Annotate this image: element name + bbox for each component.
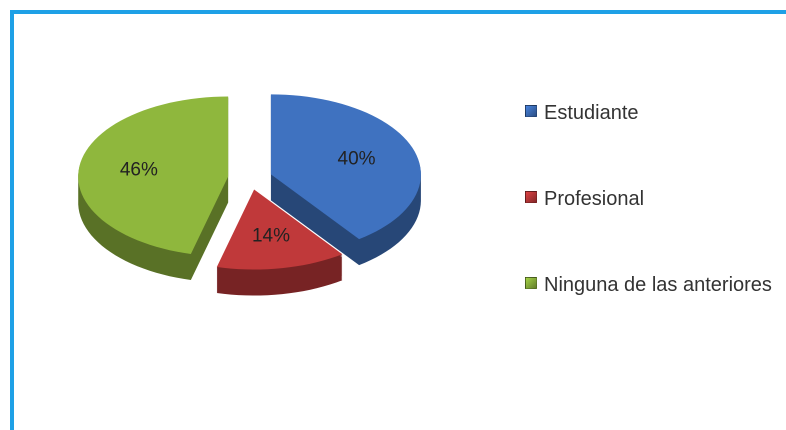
slice-top bbox=[216, 189, 343, 270]
legend-entry: Estudiante bbox=[525, 98, 775, 128]
slice bbox=[270, 94, 421, 266]
legend-label: Profesional bbox=[544, 188, 645, 210]
slice-top bbox=[270, 94, 421, 240]
legend-label: Estudiante bbox=[544, 102, 639, 124]
pie-chart: 40% 14% 46% bbox=[78, 94, 421, 296]
slice-top bbox=[78, 96, 229, 255]
slice bbox=[216, 189, 343, 296]
legend-swatch bbox=[525, 277, 537, 289]
legend-label: Ninguna de las anteriores bbox=[544, 274, 772, 296]
legend-entry: Profesional bbox=[525, 184, 775, 214]
slice-label: 14% bbox=[252, 226, 290, 247]
legend-swatch bbox=[525, 105, 537, 117]
screenshot: 40% 14% 46% Estudiante Profesional Ninguna d… bbox=[10, 10, 786, 430]
frame bbox=[10, 10, 786, 430]
legend-entry: Ninguna de las anteriores bbox=[525, 270, 775, 300]
slice bbox=[78, 96, 229, 281]
legend-swatch bbox=[525, 191, 537, 203]
slice-label: 40% bbox=[338, 149, 376, 170]
slice-label: 46% bbox=[120, 160, 158, 181]
legend: Estudiante Profesional Ninguna de las ante… bbox=[525, 98, 775, 356]
